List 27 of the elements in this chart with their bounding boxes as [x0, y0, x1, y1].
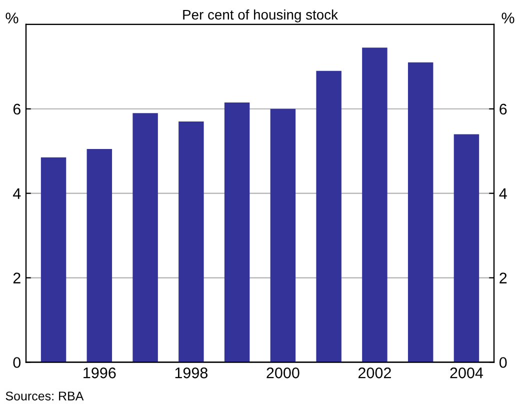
- x-tick-label: 2004: [450, 367, 484, 378]
- y-tick-label: 6: [13, 104, 20, 115]
- bar: [362, 48, 388, 362]
- x-tick-label: 1996: [84, 367, 116, 378]
- y2-axis-title: %: [502, 12, 514, 24]
- y-tick-label: 4: [12, 188, 21, 199]
- y2-tick-label: 0: [499, 357, 507, 368]
- y-tick-label: 0: [13, 357, 21, 368]
- bar: [40, 157, 66, 362]
- x-tick-label: 2000: [266, 367, 300, 378]
- x-tick-label: 2002: [358, 367, 391, 378]
- chart-subtitle: Per cent of housing stock: [183, 9, 338, 22]
- y2-tick-label: 2: [500, 272, 507, 284]
- bar: [132, 113, 158, 362]
- y-axis-title: %: [6, 12, 18, 24]
- bar: [408, 62, 434, 362]
- source-note: Sources: RBA: [6, 392, 84, 400]
- bar: [178, 122, 204, 362]
- bar: [270, 108, 296, 362]
- y-tick-label: 2: [13, 272, 20, 284]
- y2-tick-label: 6: [500, 104, 507, 115]
- bar: [86, 148, 112, 362]
- bar: [454, 134, 480, 362]
- bar: [224, 102, 250, 362]
- x-tick-label: 1998: [175, 367, 208, 378]
- y2-tick-label: 4: [499, 188, 507, 199]
- bar: [316, 70, 342, 362]
